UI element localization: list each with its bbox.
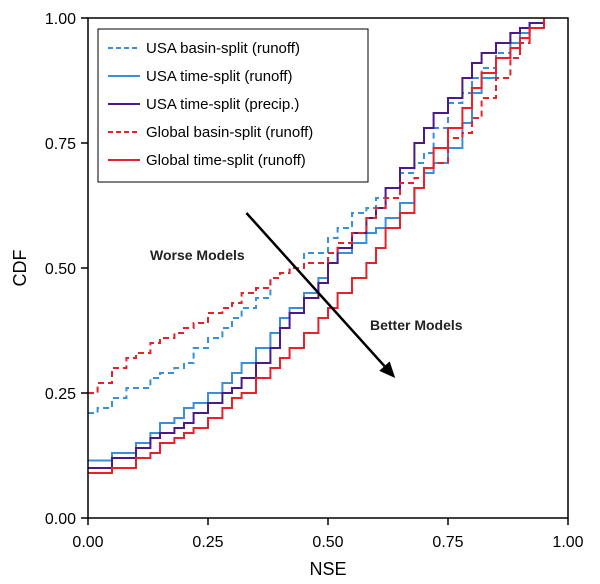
better-direction-arrow: [245, 212, 386, 367]
legend-label-1: USA time-split (runoff): [146, 68, 292, 85]
axes-layer: 0.00 0.25 0.50 0.75 1.00 0.00 0.25 0.50 0.75 1.00: [45, 11, 584, 551]
annotation-worse-models: Worse Models: [150, 247, 245, 263]
annotation-layer: Worse Models Better Models: [150, 212, 463, 378]
x-tick-label-1: 0.25: [192, 534, 223, 551]
y-tick-label-2: 0.50: [45, 261, 76, 278]
annotation-better-models: Better Models: [370, 317, 463, 333]
y-tick-label-0: 0.00: [45, 511, 76, 528]
legend-label-3: Global basin-split (runoff): [146, 124, 313, 141]
series-line-0: [88, 18, 545, 414]
y-tick-label-3: 0.75: [45, 136, 76, 153]
y-axis-title: CDF: [10, 250, 30, 287]
legend-label-4: Global time-split (runoff): [146, 152, 306, 169]
y-tick-label-1: 0.25: [45, 386, 76, 403]
x-tick-label-4: 1.00: [552, 534, 583, 551]
x-tick-label-0: 0.00: [72, 534, 103, 551]
y-tick-label-4: 1.00: [45, 11, 76, 28]
series-line-4: [88, 18, 545, 474]
series-line-3: [88, 18, 545, 394]
arrowhead: [379, 361, 396, 378]
x-axis-title: NSE: [309, 559, 346, 579]
x-tick-label-2: 0.50: [312, 534, 343, 551]
legend-label-2: USA time-split (precip.): [146, 96, 299, 113]
series-layer: [88, 18, 545, 474]
x-tick-label-3: 0.75: [432, 534, 463, 551]
legend-label-0: USA basin-split (runoff): [146, 40, 300, 57]
legend-box: [97, 28, 369, 183]
legend: USA basin-split (runoff) USA time-split (…: [97, 28, 369, 183]
